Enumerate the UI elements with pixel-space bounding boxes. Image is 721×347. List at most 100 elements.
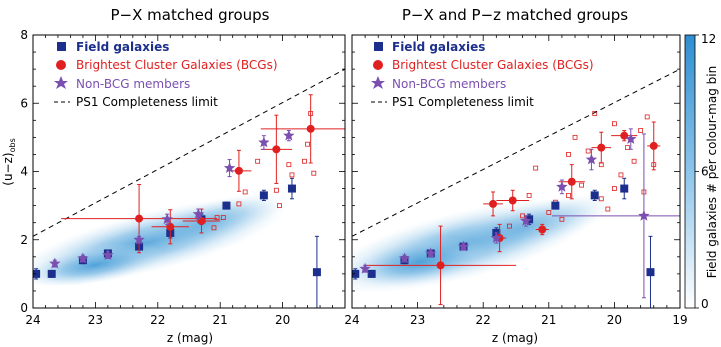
member-galaxy-point xyxy=(612,186,617,191)
non-bcg-member-point xyxy=(625,133,637,144)
member-galaxy-point xyxy=(255,158,261,164)
member-galaxy-point xyxy=(273,187,279,193)
member-galaxy-point xyxy=(546,210,552,215)
non-bcg-member-point xyxy=(359,262,371,274)
left-chart-title: P−X matched groups xyxy=(111,6,270,24)
bcg-point xyxy=(508,196,517,205)
y-tick-label: 8 xyxy=(20,28,28,42)
x-tick-label: 23 xyxy=(410,313,425,327)
y-tick-label: 6 xyxy=(20,96,28,110)
y-tick-label: 2 xyxy=(20,233,28,247)
non-bcg-member-point xyxy=(556,180,568,192)
field-galaxy-point xyxy=(367,269,376,278)
legend-bcg-marker xyxy=(56,60,66,70)
non-bcg-member-point xyxy=(520,215,532,226)
right-x-axis-label: z (mag) xyxy=(492,331,538,345)
member-galaxy-point xyxy=(211,225,217,231)
colorbar: 0 6 12 Field galaxies # per colour-mag bin xyxy=(684,32,719,311)
y-axis-label: (u−z)obs xyxy=(1,138,17,185)
field-galaxy-point xyxy=(222,201,231,210)
legend-member-label: Non-BCG members xyxy=(392,77,506,91)
member-galaxy-point xyxy=(618,172,624,178)
colorbar-tick-label: 12 xyxy=(701,32,716,46)
non-bcg-member-point xyxy=(398,252,411,264)
member-galaxy-point xyxy=(585,148,591,154)
field-galaxy-point xyxy=(646,268,655,277)
x-tick-label: 21 xyxy=(541,313,556,327)
x-tick-label: 20 xyxy=(607,313,622,327)
member-galaxy-point xyxy=(277,203,282,209)
legend-ps1-label: PS1 Completeness limit xyxy=(76,95,218,109)
non-bcg-member-point xyxy=(457,240,470,252)
non-bcg-member-point xyxy=(133,233,145,245)
member-galaxy-point xyxy=(644,114,650,120)
colorbar-tick-label: 0 xyxy=(701,297,709,311)
non-bcg-member-point xyxy=(49,257,61,269)
field-galaxy-point xyxy=(312,268,321,277)
member-galaxy-point xyxy=(605,206,611,212)
right-legend: Field galaxies Brightest Cluster Galaxie… xyxy=(371,40,594,109)
member-galaxy-point xyxy=(625,145,630,151)
colorbar-tick-label: 6 xyxy=(701,165,709,179)
non-bcg-member-point xyxy=(638,209,650,221)
member-galaxy-point xyxy=(566,192,571,198)
x-tick-label: 22 xyxy=(476,313,491,327)
left-legend: Field galaxies Brightest Cluster Galaxie… xyxy=(54,40,278,109)
field-galaxy-point xyxy=(620,184,629,193)
x-tick-label: 24 xyxy=(25,313,40,327)
field-galaxy-point xyxy=(287,184,296,193)
member-galaxy-point xyxy=(638,128,644,133)
field-galaxy-point xyxy=(259,191,268,200)
non-bcg-member-point xyxy=(223,162,236,173)
legend-bcg-marker xyxy=(373,60,383,70)
left-x-axis-label: z (mag) xyxy=(167,331,213,345)
member-galaxy-point xyxy=(526,192,532,198)
colorbar-label: Field galaxies # per colour-mag bin xyxy=(705,66,719,278)
bcg-point xyxy=(306,124,315,133)
member-galaxy-point xyxy=(302,158,307,164)
member-galaxy-point xyxy=(559,216,565,222)
member-galaxy-point xyxy=(286,162,292,168)
colorbar-scale xyxy=(684,34,696,309)
left-field-density xyxy=(33,192,288,287)
member-galaxy-point xyxy=(289,172,295,178)
member-galaxy-point xyxy=(631,158,637,164)
non-bcg-member-point xyxy=(161,213,173,225)
y-tick-label: 4 xyxy=(20,165,28,179)
x-tick-label: 21 xyxy=(213,313,228,327)
legend-ps1-label: PS1 Completeness limit xyxy=(392,95,534,109)
legend-field-marker xyxy=(57,42,66,51)
member-galaxy-point xyxy=(311,170,317,176)
member-galaxy-point xyxy=(566,152,571,157)
member-galaxy-point xyxy=(242,189,248,195)
bcg-point xyxy=(272,145,281,154)
non-bcg-member-point xyxy=(585,153,598,165)
right-field-density xyxy=(352,193,617,294)
bcg-point xyxy=(567,177,576,186)
non-bcg-member-point xyxy=(490,232,502,243)
legend-field-label: Field galaxies xyxy=(76,40,169,54)
field-galaxy-point xyxy=(47,269,56,278)
bcg-point xyxy=(597,143,606,152)
member-galaxy-point xyxy=(214,215,220,220)
field-galaxy-point xyxy=(33,269,41,278)
member-galaxy-point xyxy=(598,196,604,202)
field-galaxy-point xyxy=(590,191,599,200)
legend-field-label: Field galaxies xyxy=(392,40,485,54)
legend-member-marker xyxy=(371,76,385,89)
member-galaxy-point xyxy=(612,121,617,127)
member-galaxy-point xyxy=(507,223,512,229)
non-bcg-member-point xyxy=(192,208,205,219)
bcg-point xyxy=(538,225,547,234)
member-galaxy-point xyxy=(220,215,226,220)
member-galaxy-point xyxy=(236,201,242,207)
x-tick-label: 20 xyxy=(275,313,290,327)
bcg-point xyxy=(436,261,445,270)
bcg-point xyxy=(649,141,658,150)
member-galaxy-point xyxy=(572,134,578,140)
right-completeness-line xyxy=(352,68,680,237)
non-bcg-member-point xyxy=(102,249,114,260)
member-galaxy-point xyxy=(533,165,539,171)
